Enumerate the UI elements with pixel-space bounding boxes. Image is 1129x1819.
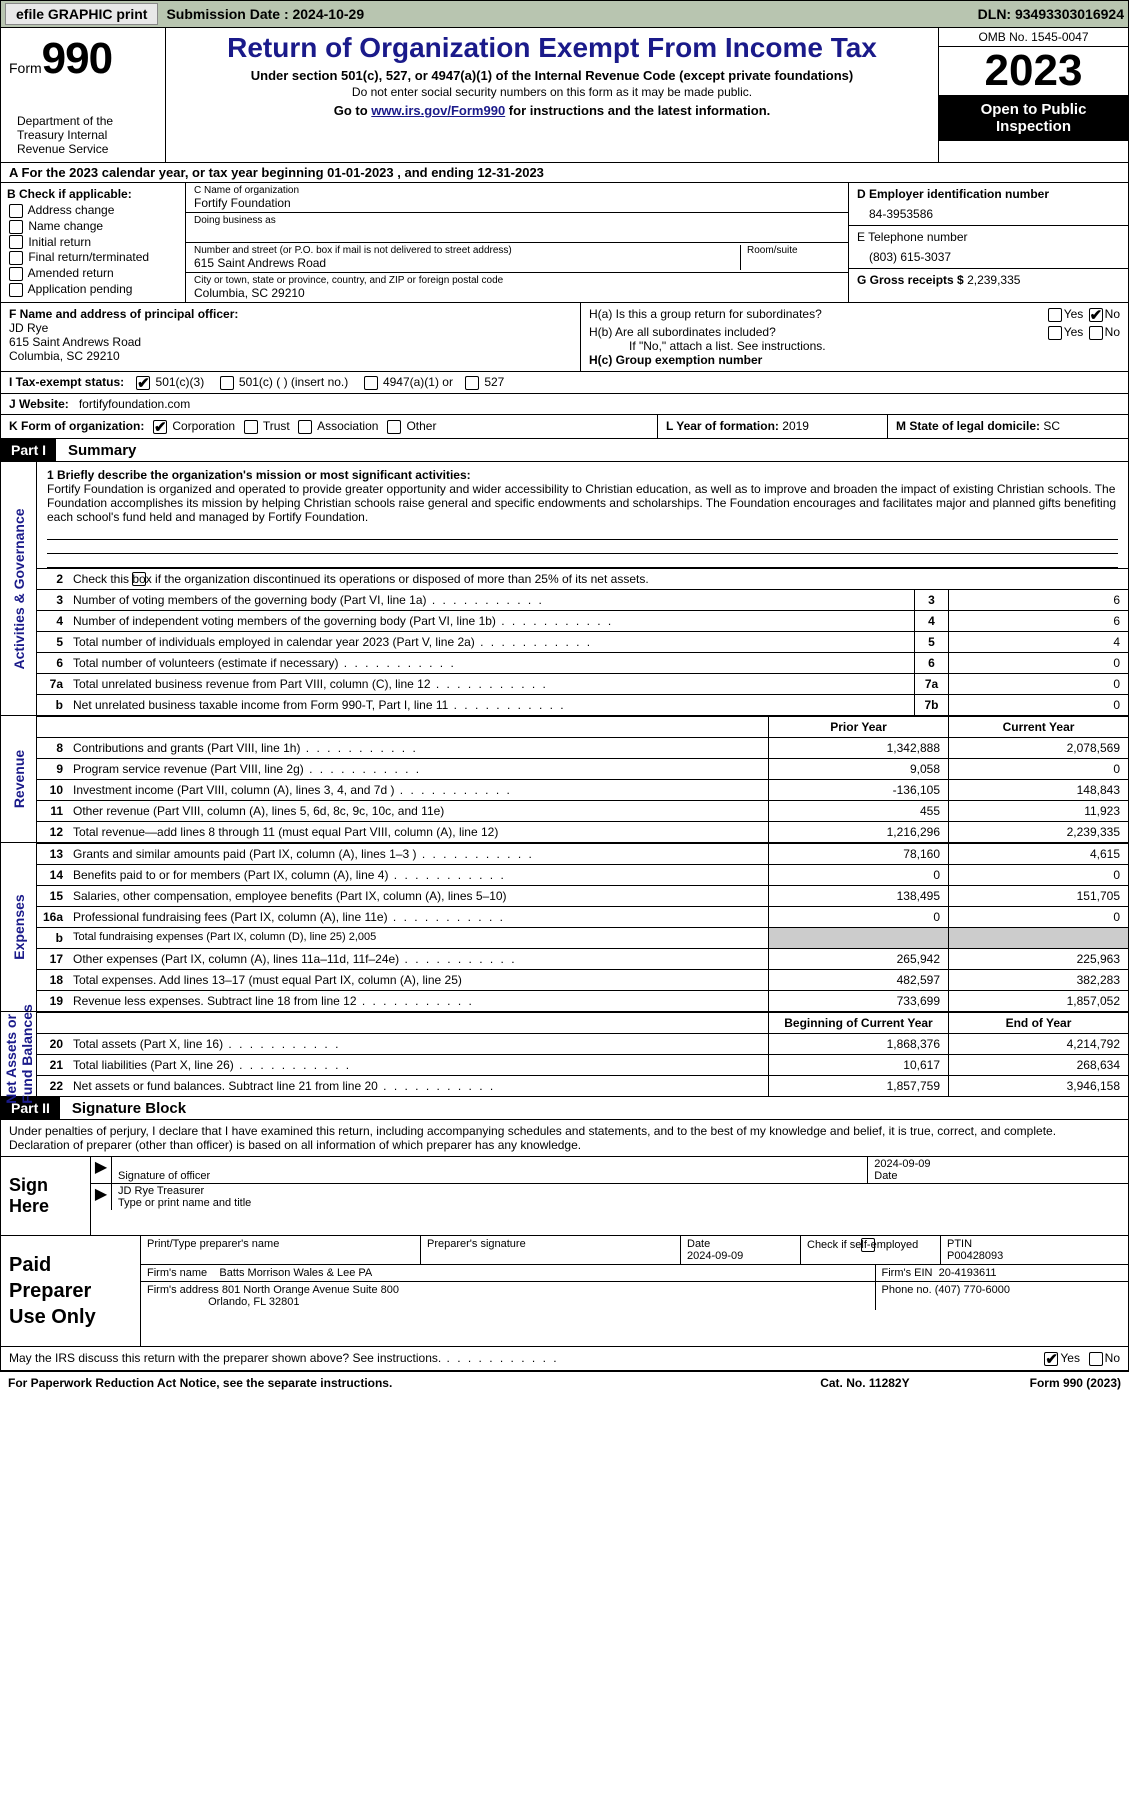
- cb-application-pending[interactable]: [9, 283, 23, 297]
- year-formation: 2019: [782, 419, 809, 433]
- gross-receipts: 2,239,335: [967, 273, 1020, 287]
- discuss-no[interactable]: [1089, 1352, 1103, 1366]
- irs-link[interactable]: www.irs.gov/Form990: [371, 103, 505, 118]
- part1-header: Part I: [1, 439, 56, 461]
- tax-year: 2023: [939, 47, 1128, 95]
- cb-discontinued[interactable]: [132, 572, 146, 586]
- dept-label: Department of the Treasury Internal Reve…: [9, 114, 157, 160]
- cb-corp[interactable]: [153, 420, 167, 434]
- form-label: Form: [9, 60, 42, 76]
- form-footer: Form 990 (2023): [1030, 1376, 1121, 1390]
- state-domicile: SC: [1043, 419, 1060, 433]
- cb-501c3[interactable]: [136, 376, 150, 390]
- line3-val: 6: [948, 590, 1128, 610]
- firm-phone: (407) 770-6000: [935, 1284, 1010, 1296]
- cb-527[interactable]: [465, 376, 479, 390]
- telephone: (803) 615-3037: [857, 244, 1120, 264]
- org-name: Fortify Foundation: [194, 196, 840, 210]
- open-public: Open to Public Inspection: [939, 95, 1128, 141]
- firm-ein: 20-4193611: [939, 1267, 997, 1279]
- declaration: Under penalties of perjury, I declare th…: [0, 1120, 1129, 1157]
- line-a: A For the 2023 calendar year, or tax yea…: [0, 163, 1129, 183]
- website: fortifyfoundation.com: [79, 397, 190, 411]
- cb-self-employed[interactable]: [861, 1238, 875, 1252]
- mission-text: Fortify Foundation is organized and oper…: [47, 482, 1116, 524]
- vlabel-governance: Activities & Governance: [1, 462, 37, 716]
- street-address: 615 Saint Andrews Road: [194, 256, 734, 270]
- form-title: Return of Organization Exempt From Incom…: [176, 32, 928, 64]
- cb-final-return[interactable]: [9, 251, 23, 265]
- cb-amended-return[interactable]: [9, 267, 23, 281]
- ssn-note: Do not enter social security numbers on …: [176, 85, 928, 99]
- form-header: Form990 Department of the Treasury Inter…: [0, 28, 1129, 163]
- efile-print-button[interactable]: efile GRAPHIC print: [5, 3, 158, 25]
- cat-no: Cat. No. 11282Y: [820, 1376, 909, 1390]
- submission-date: Submission Date : 2024-10-29: [166, 6, 364, 22]
- vlabel-revenue: Revenue: [1, 716, 37, 842]
- cb-501c[interactable]: [220, 376, 234, 390]
- cb-4947[interactable]: [364, 376, 378, 390]
- paperwork-notice: For Paperwork Reduction Act Notice, see …: [8, 1376, 820, 1390]
- sign-here-label: Sign Here: [1, 1157, 91, 1235]
- city-state-zip: Columbia, SC 29210: [194, 286, 840, 300]
- paid-preparer-label: Paid Preparer Use Only: [1, 1236, 141, 1346]
- form-number: 990: [42, 34, 112, 83]
- ha-no[interactable]: [1089, 308, 1103, 322]
- form-subtitle: Under section 501(c), 527, or 4947(a)(1)…: [176, 68, 928, 83]
- officer-name: JD Rye: [9, 321, 48, 335]
- hb-yes[interactable]: [1048, 326, 1062, 340]
- discuss-yes[interactable]: [1044, 1352, 1058, 1366]
- cb-assoc[interactable]: [298, 420, 312, 434]
- vlabel-netassets: Net Assets orFund Balances: [1, 1012, 37, 1096]
- vlabel-expenses: Expenses: [1, 843, 37, 1011]
- ha-yes[interactable]: [1048, 308, 1062, 322]
- firm-name: Batts Morrison Wales & Lee PA: [219, 1267, 372, 1279]
- col-b-checkboxes: B Check if applicable: Address change Na…: [1, 183, 186, 302]
- omb-number: OMB No. 1545-0047: [939, 28, 1128, 47]
- cb-name-change[interactable]: [9, 220, 23, 234]
- cb-other[interactable]: [387, 420, 401, 434]
- ein: 84-3953586: [857, 201, 1120, 221]
- officer-signed: JD Rye Treasurer: [118, 1185, 1122, 1197]
- goto-line: Go to www.irs.gov/Form990 for instructio…: [176, 103, 928, 118]
- cb-initial-return[interactable]: [9, 235, 23, 249]
- cb-trust[interactable]: [244, 420, 258, 434]
- hb-no[interactable]: [1089, 326, 1103, 340]
- cb-address-change[interactable]: [9, 204, 23, 218]
- ptin: P00428093: [947, 1250, 1003, 1262]
- top-bar: efile GRAPHIC print Submission Date : 20…: [0, 0, 1129, 28]
- dln: DLN: 93493303016924: [978, 6, 1124, 22]
